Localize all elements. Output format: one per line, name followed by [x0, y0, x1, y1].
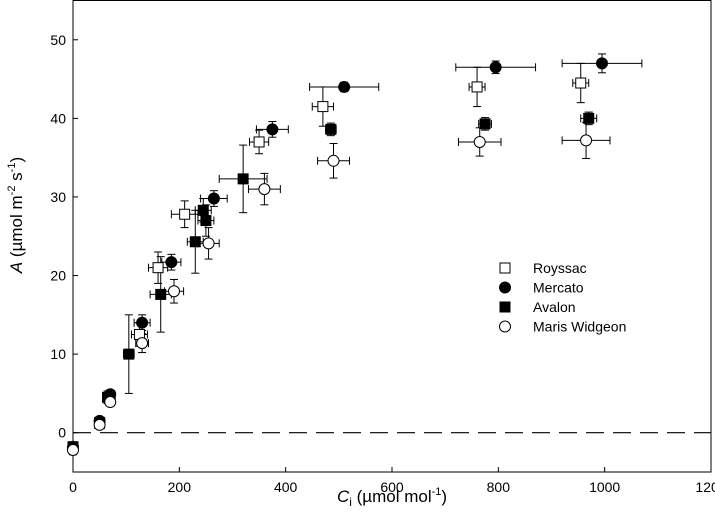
y-axis-unit-suffix: ) [7, 157, 26, 163]
legend-label-maris-widgeon: Maris Widgeon [533, 319, 626, 335]
x-tick-label: 800 [487, 479, 511, 495]
mercato-point [338, 80, 351, 93]
y-axis-unit-exponent-1: -2 [6, 186, 18, 196]
legend-label-avalon: Avalon [533, 299, 576, 315]
y-axis-ticks: 0 10 20 30 40 50 [50, 32, 78, 441]
avalon-point [237, 173, 249, 185]
y-tick-label: 20 [50, 268, 66, 284]
y-axis-unit-exponent-2: -1 [6, 163, 18, 173]
y-tick-label: 30 [50, 189, 66, 205]
royssac-point [575, 77, 587, 89]
x-tick-label: 200 [168, 479, 192, 495]
avalon-point [197, 204, 209, 216]
mercato-point [207, 192, 220, 205]
avalon-point [123, 348, 135, 360]
x-tick-label: 0 [69, 479, 77, 495]
royssac-point [179, 208, 191, 220]
maris-widgeon-point [104, 396, 117, 409]
x-axis-subscript: i [349, 495, 352, 509]
y-tick-label: 50 [50, 32, 66, 48]
legend-marker-maris-widgeon [499, 320, 511, 333]
x-axis-unit-exponent: -1 [432, 486, 442, 498]
mercato-point [165, 256, 178, 269]
data-markers [67, 57, 609, 456]
x-axis-unit-prefix: (µmol mol [352, 487, 432, 506]
legend-marker-mercato [499, 281, 511, 294]
maris-widgeon-point [327, 154, 340, 167]
avalon-point [200, 215, 212, 227]
legend-label-mercato: Mercato [533, 280, 584, 296]
error-bars [69, 53, 643, 456]
royssac-point [317, 101, 329, 113]
legend-marker-avalon [499, 301, 511, 313]
legend-marker-royssac [499, 262, 511, 274]
y-tick-label: 10 [50, 346, 66, 362]
mercato-point [489, 61, 502, 74]
y-axis-unit-mid: s [7, 172, 26, 185]
royssac-point [253, 136, 265, 148]
x-axis-symbol: C [337, 487, 350, 506]
x-axis-unit-suffix: ) [441, 487, 447, 506]
y-tick-label: 40 [50, 110, 66, 126]
x-tick-label: 400 [274, 479, 298, 495]
y-axis-title: A (µmol m-2 s-1) [6, 157, 26, 274]
maris-widgeon-point [136, 337, 149, 350]
avalon-point [155, 288, 167, 300]
avalon-point [583, 112, 595, 124]
y-axis-unit-prefix: (µmol m [7, 195, 26, 261]
y-axis-symbol: A [7, 262, 26, 274]
maris-widgeon-point [258, 183, 271, 196]
y-tick-label: 0 [58, 425, 66, 441]
royssac-point [471, 81, 483, 93]
maris-widgeon-point [93, 418, 106, 431]
legend-label-royssac: Royssac [533, 260, 587, 276]
mercato-point [596, 57, 609, 70]
avalon-point [325, 123, 337, 135]
mercato-point [266, 123, 279, 136]
x-tick-label: 1000 [589, 479, 620, 495]
maris-widgeon-point [580, 134, 593, 147]
maris-widgeon-point [473, 135, 486, 148]
royssac-point [152, 262, 164, 274]
avalon-point [479, 118, 491, 130]
x-tick-label: 600 [380, 479, 404, 495]
plot-area-frame [72, 0, 712, 473]
maris-widgeon-point [67, 443, 79, 456]
legend: Royssac Mercato Avalon Maris Widgeon [499, 260, 626, 335]
maris-widgeon-point [202, 237, 215, 250]
avalon-point [189, 236, 201, 248]
mercato-point [136, 316, 149, 329]
maris-widgeon-point [168, 285, 181, 298]
x-axis-title: Ci (µmol mol-1) [337, 486, 447, 509]
